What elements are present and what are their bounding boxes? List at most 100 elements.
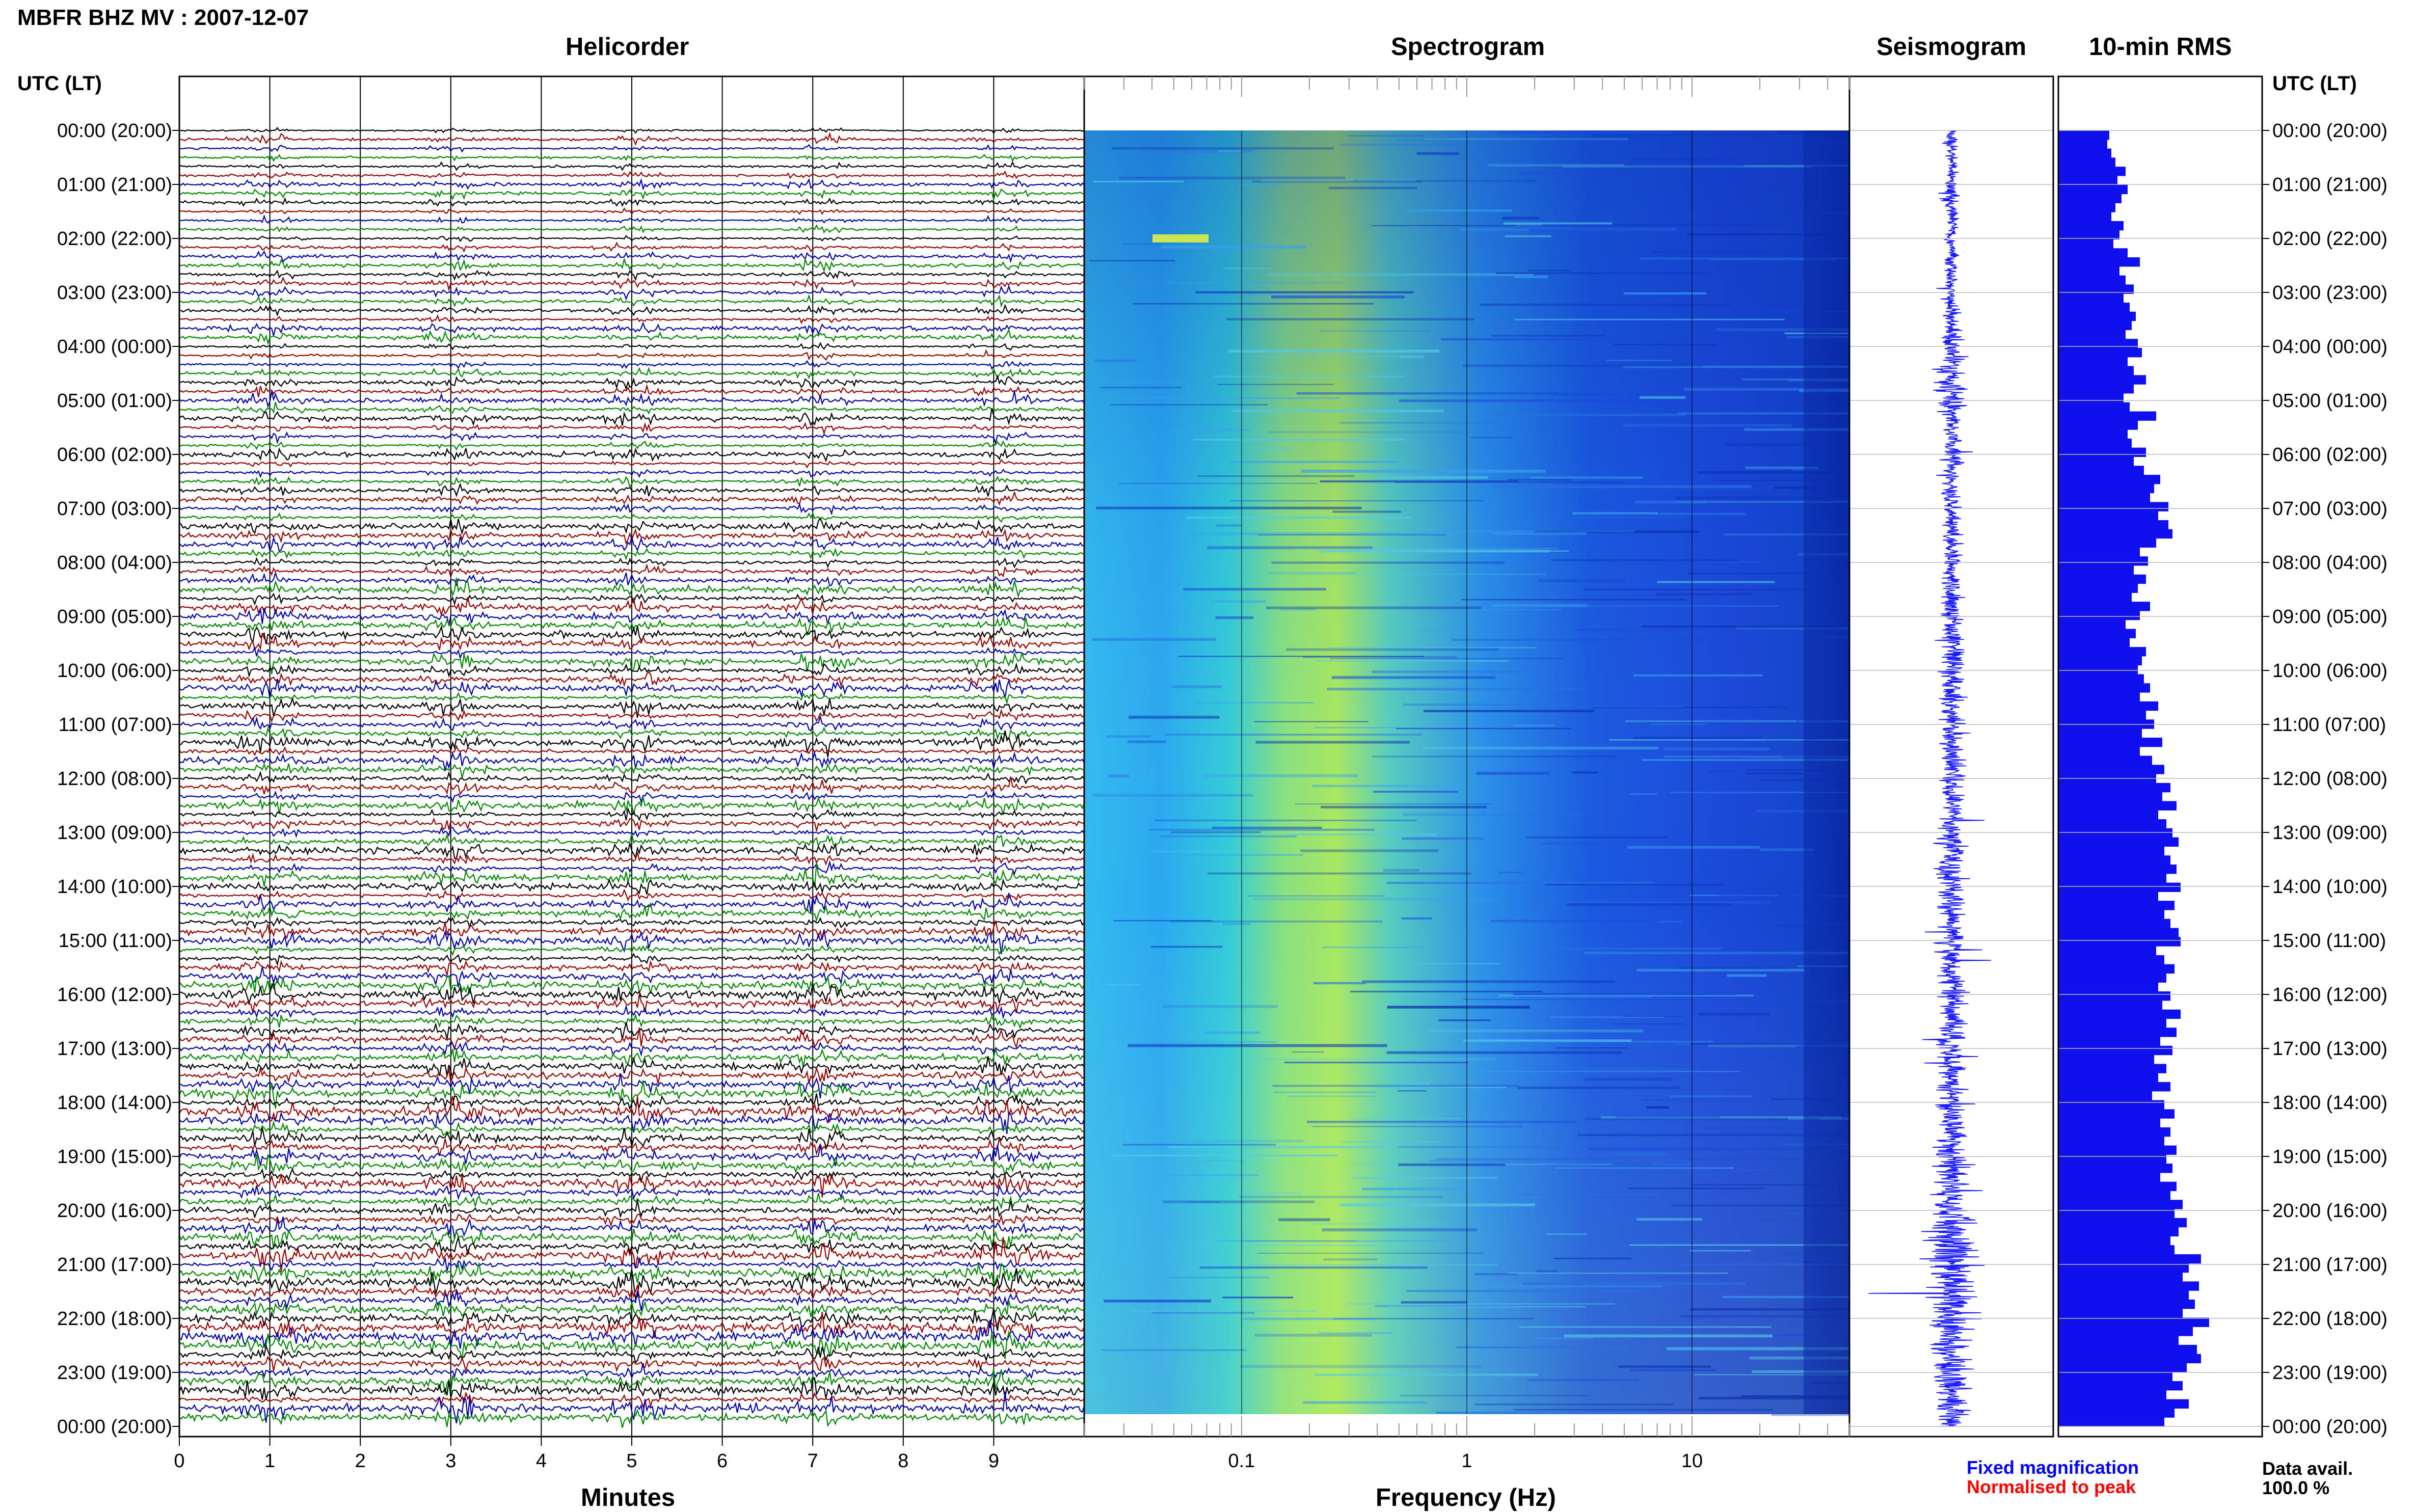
spectrogram-streak bbox=[1666, 1347, 1849, 1351]
rms-bar bbox=[2058, 402, 2130, 412]
rms-bar bbox=[2058, 475, 2160, 484]
spectrogram-streak bbox=[1629, 1244, 1849, 1246]
rms-bar bbox=[2058, 1136, 2164, 1146]
spectrogram-streak bbox=[1594, 134, 1770, 137]
spectrogram-streak bbox=[1461, 599, 1686, 601]
spectrogram-streak bbox=[1285, 648, 1498, 651]
spectrogram-streak bbox=[1522, 1282, 1746, 1285]
rms-bar bbox=[2058, 1045, 2172, 1056]
spectrogram-streak bbox=[1362, 1187, 1477, 1191]
spectrogram-streak bbox=[1678, 967, 1787, 970]
helicorder-trace bbox=[179, 776, 1085, 796]
helicorder-trace bbox=[178, 1145, 1085, 1167]
spectrogram-streak bbox=[1436, 1412, 1642, 1414]
spectrogram-streak bbox=[1731, 1000, 1849, 1003]
spectrogram-streak bbox=[1401, 1301, 1467, 1304]
hour-label-right: 15:00 (11:00) bbox=[2272, 930, 2386, 952]
spectrogram-streak bbox=[1194, 702, 1314, 704]
rms-bar bbox=[2058, 1100, 2164, 1110]
spectrogram-streak bbox=[1372, 755, 1617, 758]
spectrogram-streak bbox=[1317, 660, 1509, 662]
spectrogram-streak bbox=[1193, 439, 1404, 441]
spectrogram-streak bbox=[1100, 387, 1182, 388]
helicorder-trace bbox=[179, 662, 1085, 678]
spectrogram-streak bbox=[1627, 846, 1760, 849]
spectrogram-streak bbox=[1438, 1019, 1491, 1021]
spectrogram-streak bbox=[1401, 899, 1500, 901]
spectrogram-streak bbox=[1687, 233, 1849, 236]
helicorder-trace bbox=[179, 953, 1085, 966]
helicorder-trace bbox=[179, 796, 1085, 816]
rms-bar bbox=[2058, 320, 2132, 330]
helicorder-trace bbox=[179, 304, 1085, 317]
rms-bar bbox=[2058, 928, 2179, 937]
spectrogram-streak bbox=[1328, 186, 1417, 190]
helicorder-trace bbox=[179, 367, 1085, 380]
helicorder-trace bbox=[178, 1080, 1085, 1109]
helicorder-trace bbox=[179, 730, 1085, 758]
spectrogram-streak bbox=[1577, 517, 1685, 519]
spectrogram-streak bbox=[1207, 546, 1373, 549]
spectrogram-streak bbox=[1106, 735, 1151, 738]
spectrogram-streak bbox=[1744, 428, 1849, 431]
spectrogram-streak bbox=[1300, 849, 1439, 852]
helicorder-trace bbox=[179, 431, 1085, 445]
spectrogram-streak bbox=[1131, 1310, 1317, 1312]
spectrogram-streak bbox=[1566, 903, 1732, 906]
rms-bar bbox=[2058, 583, 2138, 593]
spectrogram-streak bbox=[1513, 993, 1736, 995]
spectrogram-streak bbox=[1470, 1071, 1740, 1072]
rms-bar bbox=[2058, 1172, 2160, 1182]
data-availability-value: 100.0 % bbox=[2262, 1477, 2330, 1498]
rms-bar bbox=[2058, 810, 2158, 820]
rms-bar bbox=[2058, 257, 2140, 267]
spectrogram-streak bbox=[1416, 152, 1459, 155]
helicorder-trace bbox=[179, 1268, 1085, 1302]
spectrogram-streak bbox=[1094, 359, 1137, 362]
spectrogram-streak bbox=[1416, 963, 1501, 964]
spectrogram-streak bbox=[1229, 461, 1398, 463]
spectrogram-streak bbox=[1698, 561, 1759, 563]
hour-label-left: 15:00 (11:00) bbox=[59, 930, 172, 952]
rms-bar bbox=[2058, 375, 2146, 385]
spectrogram-streak bbox=[1579, 1068, 1693, 1071]
spectrogram-streak bbox=[1205, 1031, 1260, 1034]
rms-bar bbox=[2058, 1055, 2154, 1064]
rms-bar bbox=[2058, 1028, 2177, 1037]
spectrogram-streak bbox=[1169, 1174, 1259, 1176]
rms-bar bbox=[2058, 828, 2172, 838]
rms-bar bbox=[2058, 1018, 2166, 1028]
spectrogram-streak bbox=[1193, 294, 1353, 296]
rms-bar bbox=[2058, 692, 2140, 702]
spectrogram-streak bbox=[1165, 282, 1343, 284]
rms-bar bbox=[2058, 157, 2115, 167]
spectrogram-streak bbox=[1341, 1141, 1442, 1143]
spectrogram-streak bbox=[1133, 303, 1374, 305]
helicorder-trace bbox=[179, 1343, 1085, 1364]
spectrogram-streak bbox=[1257, 1252, 1484, 1254]
spectrogram-streak bbox=[1266, 606, 1481, 609]
helicorder-x-tick-label: 5 bbox=[626, 1450, 637, 1472]
rms-bar bbox=[2058, 755, 2152, 765]
rms-bar bbox=[2058, 194, 2122, 203]
spectrogram-streak bbox=[1222, 1297, 1294, 1299]
hour-label-left: 13:00 (09:00) bbox=[57, 822, 172, 844]
spectrogram-streak bbox=[1697, 471, 1849, 474]
rms-bar bbox=[2058, 701, 2158, 711]
rms-bar bbox=[2058, 1218, 2187, 1228]
seismogram-frame bbox=[1848, 75, 2054, 1438]
spectrogram-streak bbox=[1406, 1290, 1651, 1292]
helicorder-trace bbox=[179, 878, 1085, 895]
helicorder-trace bbox=[179, 826, 1085, 838]
spectrogram-streak bbox=[1623, 365, 1849, 368]
helicorder-layer bbox=[178, 76, 1085, 1437]
helicorder-trace bbox=[179, 633, 1085, 651]
helicorder-trace bbox=[179, 391, 1085, 409]
helicorder-trace bbox=[179, 833, 1085, 848]
rms-bar bbox=[2058, 1082, 2170, 1092]
spectrogram-streak bbox=[1398, 1163, 1506, 1166]
spectrogram-streak bbox=[1223, 267, 1271, 269]
spectrogram-streak bbox=[1151, 850, 1264, 853]
spectrogram-streak bbox=[1252, 1058, 1497, 1061]
spectrogram-streak bbox=[1545, 884, 1724, 886]
